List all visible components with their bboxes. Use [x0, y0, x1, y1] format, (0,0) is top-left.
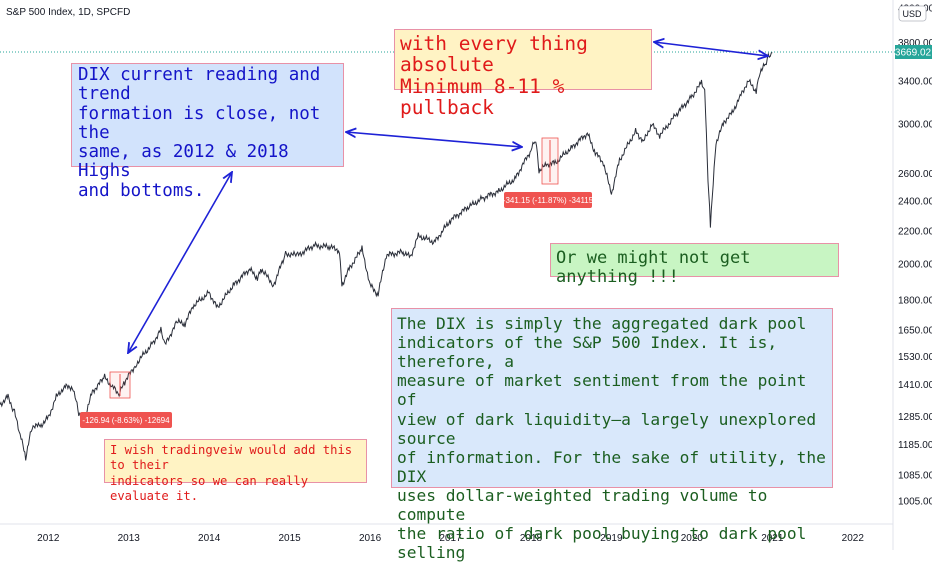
- time-tick-label: 2021: [761, 533, 784, 544]
- price-tick-label: 1285.00: [898, 412, 932, 423]
- price-tick-label: 1800.00: [898, 296, 932, 307]
- time-tick-label: 2015: [278, 533, 301, 544]
- price-tick-label: 1530.00: [898, 352, 932, 363]
- price-tick-label: 1005.00: [898, 497, 932, 508]
- note-pullback[interactable]: with every thing absolute Minimum 8-11 %…: [394, 29, 652, 119]
- note-nothing[interactable]: Or we might not get anything !!!: [550, 243, 839, 286]
- measure-text-2018: -341.15 (-11.87%) -34115: [503, 196, 594, 205]
- price-tick-label: 2000.00: [898, 259, 932, 270]
- chart-title: S&P 500 Index, 1D, SPCFD: [6, 7, 130, 18]
- measure-label-2012: [80, 412, 172, 428]
- note-dix-trend[interactable]: DIX current reading and trend formation …: [71, 63, 344, 200]
- time-tick-label: 2022: [842, 533, 865, 544]
- note-dix-definition[interactable]: The DIX is simply the aggregated dark po…: [391, 308, 833, 562]
- arrow-note-to-2018[interactable]: [346, 132, 522, 147]
- price-axis[interactable]: 1005.00 1085.00 1185.00 1285.00 1410.00 1530.…: [898, 4, 932, 508]
- time-tick-label: 2017: [439, 533, 462, 544]
- price-tick-label: 2200.00: [898, 227, 932, 238]
- time-axis[interactable]: 2012 2013 2014 2015 2016 2017 2018 2019 2020 2021…: [37, 533, 864, 544]
- time-tick-label: 2018: [520, 533, 543, 544]
- price-tick-label: 1650.00: [898, 326, 932, 337]
- price-tick-label: 2600.00: [898, 169, 932, 180]
- time-tick-label: 2013: [118, 533, 141, 544]
- time-tick-label: 2016: [359, 533, 382, 544]
- price-tick-label: 3000.00: [898, 120, 932, 131]
- measure-tool-2018[interactable]: -341.15 (-11.87%) -34115: [503, 137, 594, 208]
- price-tick-label: 3400.00: [898, 76, 932, 87]
- time-tick-label: 2014: [198, 533, 221, 544]
- arrow-2012-to-note[interactable]: [128, 172, 232, 353]
- last-price-value: 3669.02: [895, 48, 932, 59]
- price-tick-label: 1185.00: [898, 440, 932, 451]
- price-tick-label: 2400.00: [898, 196, 932, 207]
- price-tick-label: 3800.00: [898, 38, 932, 49]
- time-tick-label: 2012: [37, 533, 60, 544]
- price-tick-label: 1085.00: [898, 470, 932, 481]
- measure-text-2012: -126.94 (-8.63%) -12694: [82, 416, 170, 425]
- measure-tool-2012[interactable]: -126.94 (-8.63%) -12694: [80, 371, 172, 428]
- price-tick-label: 1410.00: [898, 380, 932, 391]
- measure-label-2018: [504, 192, 592, 208]
- time-tick-label: 2020: [681, 533, 704, 544]
- time-tick-label: 2019: [600, 533, 623, 544]
- arrow-pullback-to-price[interactable]: [654, 42, 768, 56]
- note-wish[interactable]: I wish tradingveiw would add this to the…: [104, 439, 367, 503]
- currency-label: USD: [902, 9, 922, 19]
- currency-badge[interactable]: [898, 5, 927, 22]
- last-price-tag: [895, 45, 932, 59]
